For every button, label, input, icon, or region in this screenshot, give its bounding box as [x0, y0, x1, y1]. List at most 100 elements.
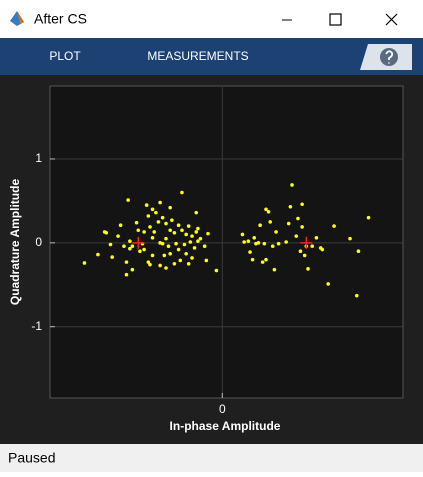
point [272, 267, 277, 272]
point [192, 246, 197, 250]
point [206, 231, 210, 236]
point [298, 249, 303, 254]
point [314, 236, 319, 240]
point [118, 223, 123, 228]
point [184, 232, 188, 237]
point [332, 224, 336, 228]
point [198, 236, 203, 241]
point [172, 230, 177, 235]
point [180, 228, 184, 233]
point [182, 242, 187, 247]
point [184, 251, 188, 256]
point [256, 241, 261, 245]
point [204, 258, 209, 263]
point [300, 202, 304, 207]
point [186, 224, 191, 228]
point [270, 244, 275, 248]
point [176, 247, 181, 252]
point [130, 244, 135, 248]
window-title: After CS [34, 11, 87, 27]
point [264, 257, 268, 262]
point [302, 253, 307, 258]
point [354, 293, 359, 298]
point [196, 239, 200, 243]
point [168, 228, 172, 233]
point [176, 223, 181, 228]
point [162, 253, 167, 258]
point [164, 221, 168, 226]
point [288, 204, 293, 209]
point [134, 220, 139, 225]
point [242, 240, 246, 244]
point [130, 267, 135, 272]
point [178, 258, 183, 263]
point [148, 225, 152, 229]
point [122, 244, 126, 248]
point [154, 210, 158, 215]
point [136, 228, 141, 233]
point [170, 218, 174, 222]
point [300, 225, 304, 229]
toolbar-tab[interactable]: PLOT [49, 49, 81, 63]
point [186, 262, 191, 266]
x-tick-label: 0 [219, 402, 226, 416]
point [286, 221, 291, 226]
point [194, 230, 199, 234]
point [290, 183, 294, 187]
point [148, 262, 152, 267]
point [266, 210, 271, 214]
point [124, 260, 129, 264]
y-tick-label: 1 [35, 151, 42, 165]
point [160, 215, 165, 220]
point [150, 207, 155, 212]
help-glyph [385, 50, 394, 64]
point [108, 242, 113, 247]
point [190, 234, 194, 238]
y-axis-label: Quadrature Amplitude [8, 179, 22, 306]
toolbar [0, 38, 423, 75]
y-tick-label: -1 [31, 319, 42, 333]
close-button[interactable] [385, 13, 398, 26]
point [128, 246, 132, 251]
point [168, 251, 172, 256]
point [104, 230, 109, 235]
plot-area [49, 85, 404, 399]
point [276, 241, 281, 246]
point [240, 232, 245, 237]
point [250, 257, 255, 262]
toolbar-tab[interactable]: MEASUREMENTS [147, 49, 248, 63]
point [150, 236, 155, 240]
point [158, 263, 162, 268]
point [214, 268, 219, 273]
point [202, 244, 207, 248]
point [306, 267, 310, 271]
point [144, 203, 149, 207]
point [174, 241, 178, 246]
point [252, 236, 257, 240]
app-icon-accent [17, 11, 24, 24]
point [274, 230, 278, 234]
point [124, 272, 129, 277]
point [264, 207, 268, 212]
reference-point [300, 236, 313, 249]
point [166, 244, 171, 248]
point [294, 234, 299, 238]
point [326, 282, 330, 286]
maximize-button[interactable] [329, 13, 342, 26]
point [158, 200, 162, 205]
point [152, 230, 157, 234]
y-tick-label: 0 [35, 235, 42, 249]
point [164, 236, 168, 241]
point [146, 214, 151, 218]
point [348, 236, 352, 241]
point [258, 223, 262, 228]
point [260, 260, 265, 264]
point [142, 247, 146, 252]
status-text: Paused [8, 450, 55, 466]
point [138, 249, 142, 254]
point [310, 244, 315, 248]
point [246, 239, 251, 243]
point [180, 190, 184, 195]
x-axis-label: In-phase Amplitude [170, 419, 281, 433]
